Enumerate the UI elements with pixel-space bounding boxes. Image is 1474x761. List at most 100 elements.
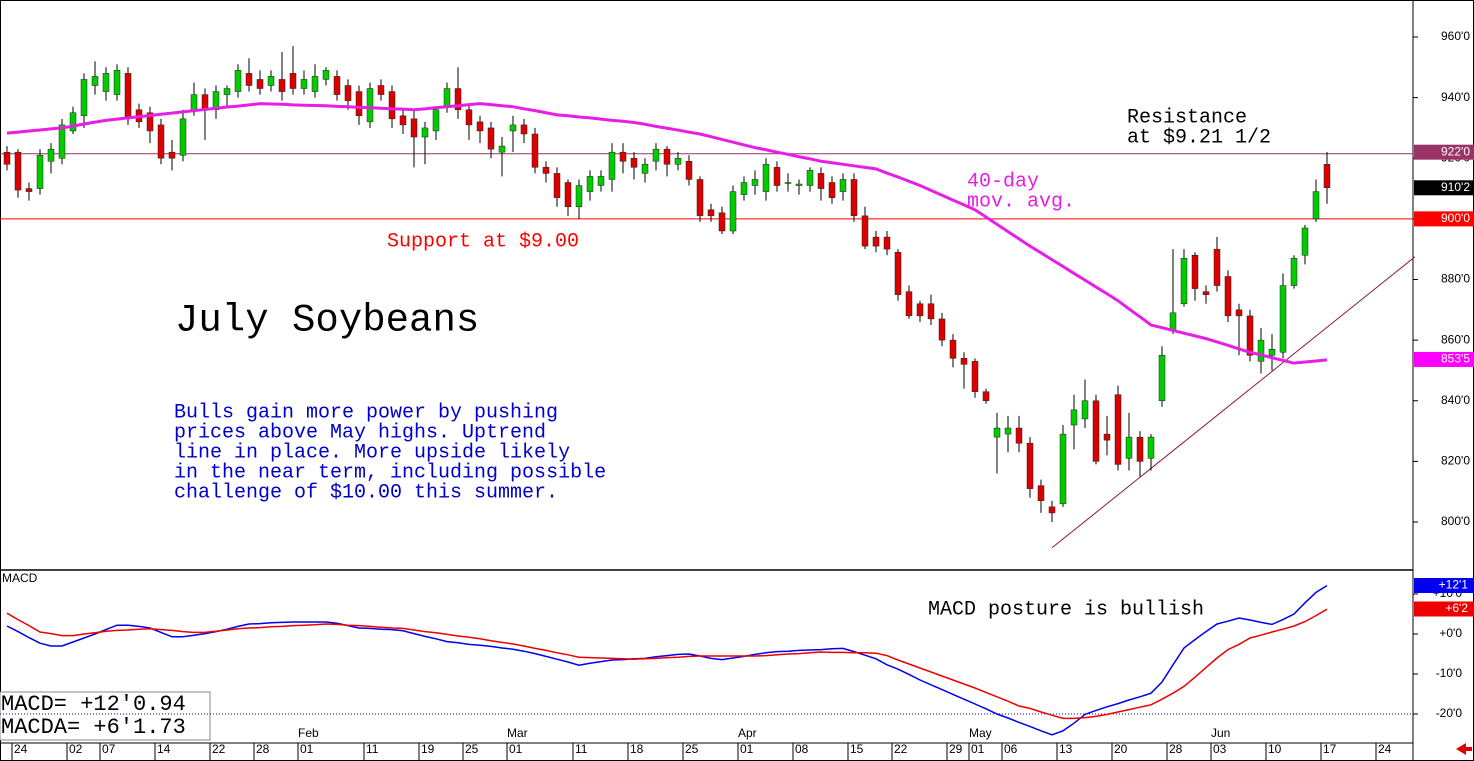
x-tick-label: 14 xyxy=(157,742,171,756)
macd-panel-label: MACD xyxy=(2,571,38,585)
candle-body xyxy=(223,88,231,95)
x-tick-label: 01 xyxy=(509,742,523,756)
candle-body xyxy=(454,88,462,110)
candle-body xyxy=(476,121,484,132)
x-tick-label: 02 xyxy=(69,742,83,756)
candle-body xyxy=(1268,348,1276,356)
candle-body xyxy=(47,148,55,162)
candle-body xyxy=(1136,436,1144,462)
x-tick-label: 11 xyxy=(366,742,379,756)
x-tick-label: 29 xyxy=(949,742,963,756)
candle-body xyxy=(179,118,187,156)
candle-body xyxy=(377,85,385,95)
candle-body xyxy=(212,91,220,110)
candle-body xyxy=(872,236,880,247)
candle-body xyxy=(289,73,297,89)
candle-body xyxy=(245,73,253,86)
candle-body xyxy=(333,76,341,95)
candle-body xyxy=(1235,309,1243,317)
annotation: mov. avg. xyxy=(967,190,1075,213)
candle-body xyxy=(696,179,704,217)
candle-body xyxy=(905,291,913,317)
candle-body xyxy=(982,391,990,402)
candle-body xyxy=(619,151,627,162)
candle-body xyxy=(806,170,814,186)
candle-body xyxy=(1158,355,1166,402)
x-tick-label: 18 xyxy=(630,742,644,756)
candle-body xyxy=(14,151,22,191)
candle-body xyxy=(773,167,781,186)
candle-body xyxy=(564,182,572,207)
candle-body xyxy=(938,318,946,341)
month-label: Mar xyxy=(507,726,528,740)
readout-box xyxy=(0,691,211,741)
candle-body xyxy=(1301,227,1309,256)
candle-body xyxy=(1169,312,1177,332)
candle-body xyxy=(1037,485,1045,502)
candle-body xyxy=(586,176,594,192)
x-tick-label: 03 xyxy=(1213,742,1227,756)
annotations: Resistance at $9.21 1/2 40-day mov. avg.… xyxy=(162,106,1271,621)
candle-body xyxy=(344,85,352,101)
candle-body xyxy=(729,191,737,232)
candle-body xyxy=(916,303,924,317)
candle-body xyxy=(597,176,605,186)
annotation: Resistance xyxy=(1127,106,1247,129)
price-label-box xyxy=(1414,180,1474,196)
candle-body xyxy=(1059,433,1067,505)
candle-body xyxy=(520,124,528,135)
x-tick-label: 15 xyxy=(850,742,864,756)
candle-body xyxy=(740,182,748,195)
candle-body xyxy=(828,182,836,198)
candle-body xyxy=(718,212,726,232)
candle-body xyxy=(674,157,682,165)
candle-body xyxy=(201,94,209,110)
candle-body xyxy=(927,303,935,320)
macd-label: +12'1 xyxy=(1439,578,1469,592)
candle-body xyxy=(421,127,429,138)
y-tick-label: 960'0 xyxy=(1441,29,1470,43)
candle-body xyxy=(839,179,847,192)
candle-body xyxy=(1092,400,1100,462)
candle-body xyxy=(1180,258,1188,304)
x-tick-label: 08 xyxy=(795,742,809,756)
x-tick-label: 20 xyxy=(1114,742,1128,756)
candle-body xyxy=(1081,400,1089,420)
annotation: Bulls gain more power by pushing xyxy=(174,401,558,424)
candle-body xyxy=(575,185,583,207)
candle-body xyxy=(1257,339,1265,362)
candle-body xyxy=(1312,191,1320,220)
candle-body xyxy=(553,173,561,198)
price-label: 900'0 xyxy=(1441,211,1470,225)
x-tick-label: 28 xyxy=(256,742,270,756)
candle-body xyxy=(1202,291,1210,295)
x-tick-label: 28 xyxy=(1169,742,1183,756)
candle-body xyxy=(1191,254,1199,289)
candle-body xyxy=(399,115,407,126)
candle-body xyxy=(355,91,363,117)
month-label: Apr xyxy=(738,726,757,740)
candle-body xyxy=(311,76,319,92)
annotation: at $9.21 1/2 xyxy=(1127,126,1271,149)
macd-label: +6'2 xyxy=(1445,601,1468,615)
y-tick-label: 800'0 xyxy=(1441,514,1470,528)
candle-body xyxy=(1147,436,1155,459)
candle-body xyxy=(91,76,99,86)
trendline xyxy=(1051,256,1416,549)
candle-body xyxy=(190,94,198,110)
month-label: Feb xyxy=(298,726,319,740)
macd-annotation: MACD posture is bullish xyxy=(928,598,1204,621)
scroll-arrow[interactable] xyxy=(1456,743,1472,755)
candle-body xyxy=(168,151,176,159)
macd-label-box xyxy=(1414,578,1474,593)
candle-body xyxy=(542,167,550,174)
candle-body xyxy=(971,361,979,392)
annotation: in the near term, including possible xyxy=(162,461,606,484)
candle-body xyxy=(443,88,451,107)
candle-body xyxy=(652,148,660,162)
macd-readout: MACDA= +6'1.73 xyxy=(1,715,186,740)
price-label: 910'2 xyxy=(1441,180,1470,194)
y-tick-label: -10'0 xyxy=(1436,666,1463,680)
